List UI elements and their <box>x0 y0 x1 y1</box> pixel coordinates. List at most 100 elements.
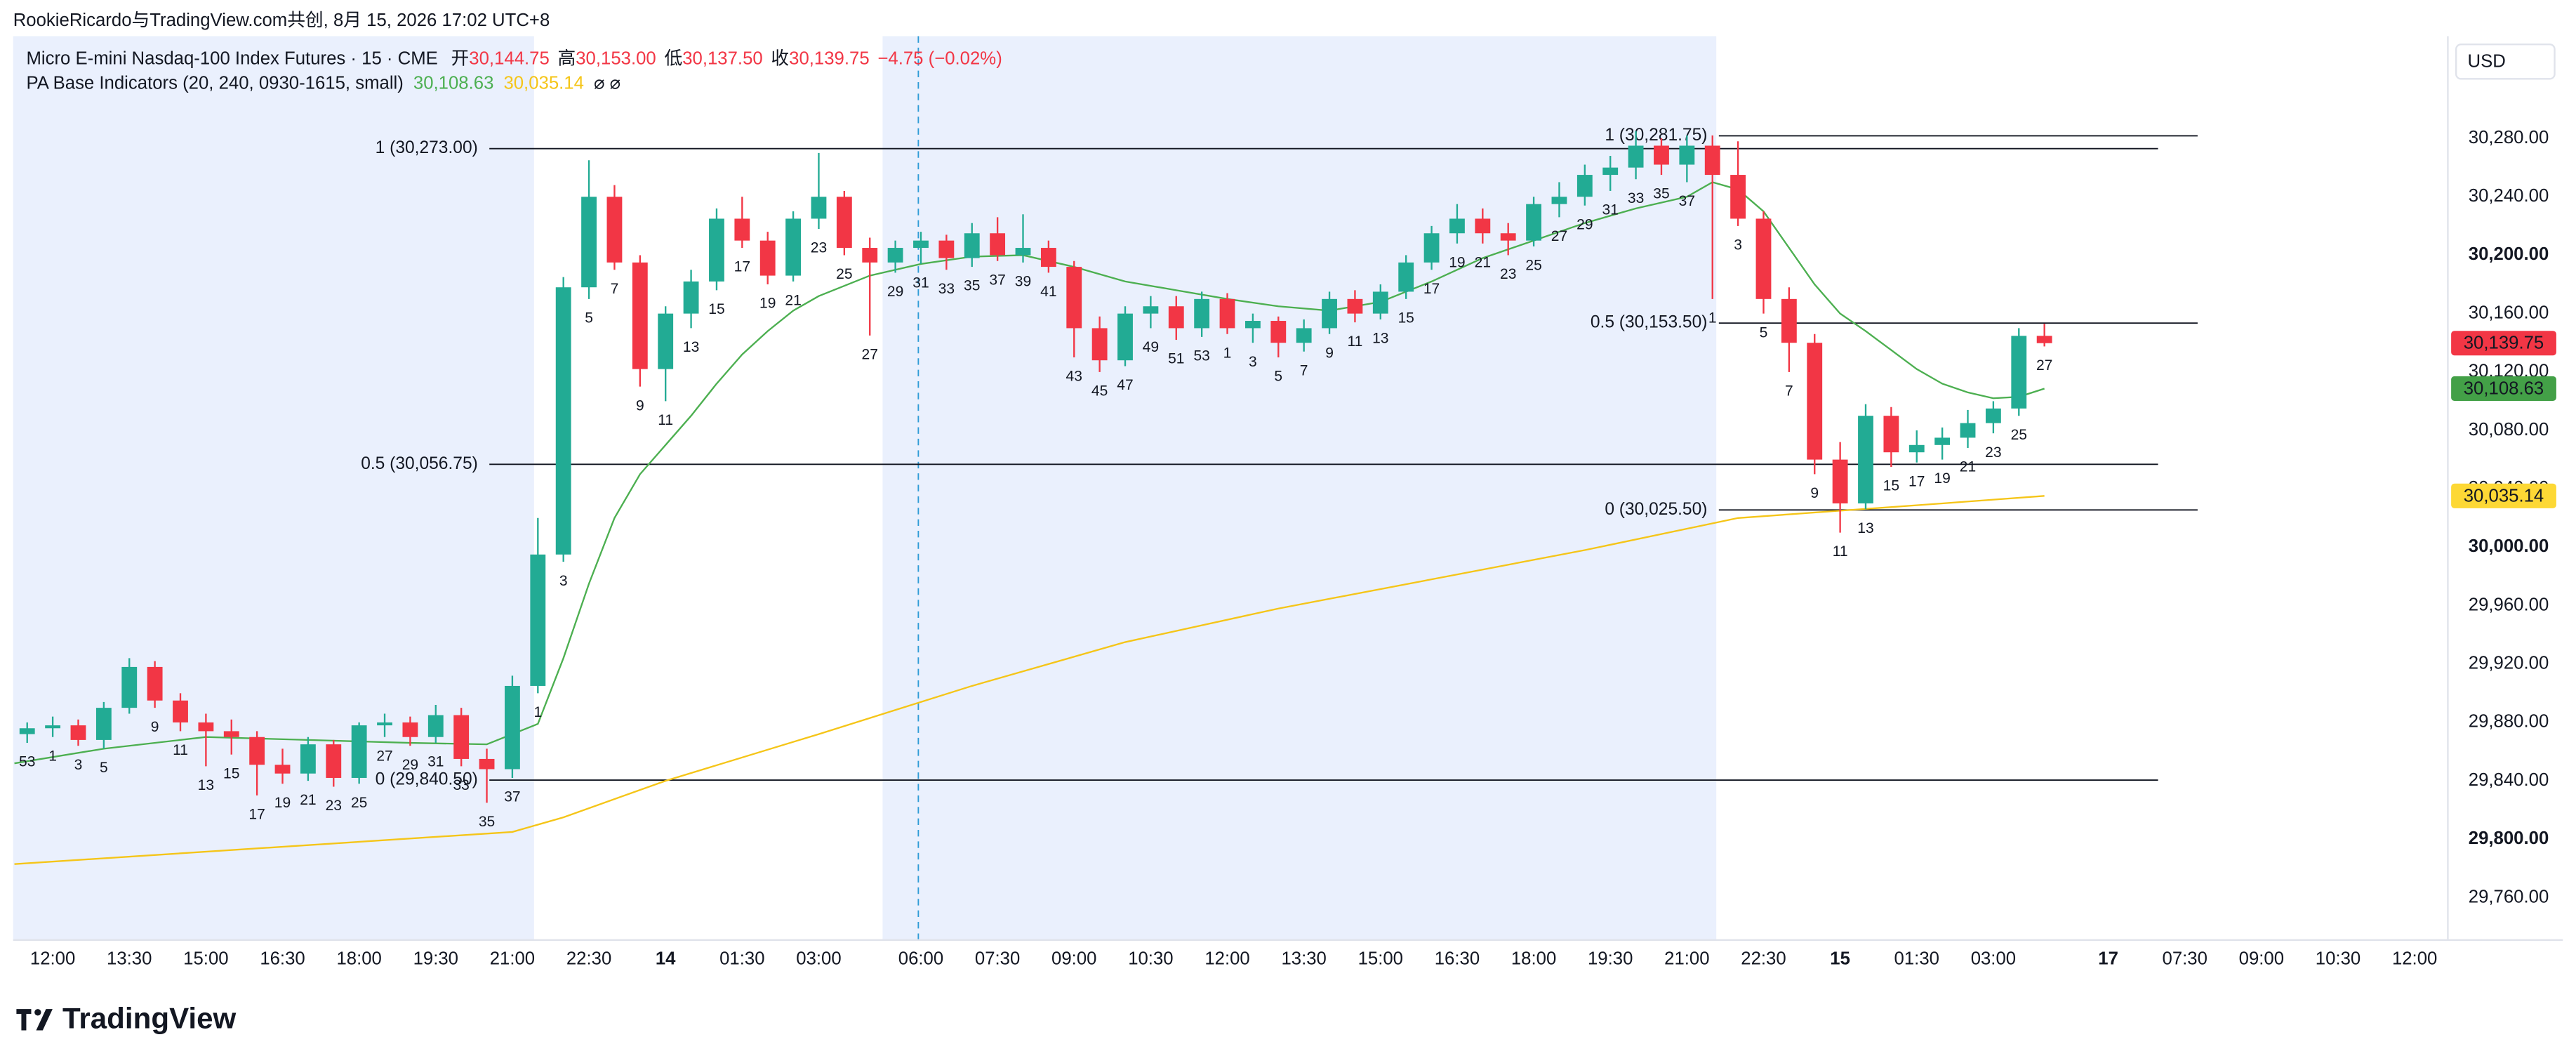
indicator-value: 30,108.63 <box>413 73 494 93</box>
candle-body <box>1781 298 1797 343</box>
bar-count-label: 39 <box>1015 273 1031 289</box>
bar-count-label: 13 <box>1372 331 1388 347</box>
x-tick-label: 16:30 <box>1435 949 1480 969</box>
x-tick-label: 12:00 <box>1204 949 1249 969</box>
candle-body <box>1960 423 1976 438</box>
bar-count-label: 15 <box>223 765 239 781</box>
x-tick-label: 06:00 <box>898 949 943 969</box>
candle-body <box>453 715 470 759</box>
x-tick-label: 21:00 <box>1664 949 1709 969</box>
candle-body <box>862 248 878 263</box>
bar-count-label: 9 <box>151 719 159 735</box>
bar-count-label: 27 <box>2036 357 2052 374</box>
candle-body <box>1755 218 1772 299</box>
bar-count-label: 7 <box>1300 362 1308 378</box>
y-tick-label: 29,880.00 <box>2469 712 2549 732</box>
currency[interactable]: USD <box>2468 52 2506 72</box>
candle-body <box>913 240 929 249</box>
y-tick-label: 30,240.00 <box>2469 186 2549 206</box>
candle-body <box>1576 175 1593 197</box>
bar-count-label: 11 <box>1833 543 1848 560</box>
level-label: 0.5 (30,056.75) <box>361 454 478 473</box>
currency-button[interactable] <box>2455 44 2556 80</box>
candle-body <box>1347 298 1363 314</box>
candle-body <box>1985 408 2001 423</box>
bar-count-label: 37 <box>504 789 520 805</box>
bar-count-label: 5 <box>585 310 593 326</box>
candle-body <box>2036 336 2052 343</box>
x-tick-label: 15:00 <box>183 949 228 969</box>
candle-body <box>95 708 112 740</box>
bar-count-label: 17 <box>248 807 265 823</box>
overlay: RookieRicardo与TradingView.com共创, 8月 15, … <box>13 10 2556 1035</box>
bar-count-label: 5 <box>100 760 108 776</box>
bar-count-label: 33 <box>1628 190 1644 206</box>
x-tick-label: 18:00 <box>336 949 381 969</box>
bar-count-label: 29 <box>402 757 418 773</box>
change: −4.75 (−0.02%) <box>877 48 1002 68</box>
bar-count-label: 5 <box>1274 369 1282 385</box>
bar-count-label: 23 <box>1985 444 2001 461</box>
ohlc-name: 低 <box>664 48 682 68</box>
symbol: Micro E-mini Nasdaq-100 Index Futures · … <box>26 48 437 68</box>
brand-logo <box>16 1009 53 1031</box>
bar-count-label: 17 <box>734 259 750 275</box>
bar-count-label: 19 <box>1449 254 1465 270</box>
price-label: 30,108.63 <box>2464 378 2544 398</box>
bar-count-label: 29 <box>887 284 903 300</box>
level-label: 0.5 (30,153.50) <box>1591 313 1708 332</box>
candle-body <box>1091 328 1108 361</box>
bar-count-label: 37 <box>1679 193 1695 209</box>
bar-count-label: 17 <box>1423 281 1440 297</box>
bar-count-label: 33 <box>938 281 955 297</box>
bar-count-label: 1 <box>1708 310 1717 326</box>
indicator-name: PA Base Indicators (20, 240, 0930-1615, … <box>26 73 403 93</box>
bar-count-label: 31 <box>427 754 444 770</box>
bar-count-label: 17 <box>1908 473 1925 489</box>
candle-body <box>632 262 648 369</box>
bar-count-label: 3 <box>1734 237 1742 253</box>
ohlc-value: 30,137.50 <box>682 48 763 68</box>
x-tick-label: 07:30 <box>975 949 1020 969</box>
candle-body <box>785 218 802 276</box>
candle-body <box>173 700 188 722</box>
candle-body <box>19 728 35 734</box>
bar-count-label: 49 <box>1143 339 1159 355</box>
x-tick-label: 12:00 <box>2392 949 2437 969</box>
x-tick-label: 09:00 <box>1051 949 1096 969</box>
candle-body <box>300 744 316 774</box>
x-tick-label: 19:30 <box>1588 949 1633 969</box>
candle-body <box>683 281 699 314</box>
candle-body <box>1296 328 1312 343</box>
indicator-flags: ⌀ ⌀ <box>594 73 620 93</box>
candle-body <box>274 765 291 774</box>
candle-body <box>1066 267 1082 329</box>
x-tick-label: 15 <box>1830 949 1850 969</box>
bar-count-label: 35 <box>964 278 980 294</box>
level-label: 0 (30,025.50) <box>1605 500 1707 519</box>
candle-body <box>45 725 61 729</box>
bar-count-label: 35 <box>479 814 495 830</box>
candle-body <box>1807 343 1823 460</box>
bar-count-label: 51 <box>1168 351 1184 367</box>
candle-body <box>121 666 138 708</box>
candle-body <box>1270 321 1287 343</box>
bar-count-label: 27 <box>862 346 878 362</box>
ohlc-name: 高 <box>558 48 576 68</box>
candle-body <box>1832 459 1848 503</box>
candle-body <box>1628 145 1644 168</box>
candle-body <box>1168 306 1184 329</box>
bar-count-label: 53 <box>19 754 35 770</box>
candle-body <box>581 197 597 288</box>
candle-body <box>734 218 750 241</box>
y-tick-label: 29,960.00 <box>2469 595 2549 614</box>
ohlc-name: 收 <box>771 48 789 68</box>
bar-count-label: 1 <box>1223 345 1232 361</box>
bar-count-label: 7 <box>1785 383 1793 399</box>
attribution: RookieRicardo与TradingView.com共创, 8月 15, … <box>13 10 550 30</box>
ohlc-value: 30,153.00 <box>576 48 656 68</box>
x-tick-label: 17 <box>2098 949 2118 969</box>
bar-count-label: 23 <box>811 240 827 256</box>
bar-count-label: 47 <box>1117 377 1133 393</box>
price-label: 30,035.14 <box>2464 486 2544 506</box>
